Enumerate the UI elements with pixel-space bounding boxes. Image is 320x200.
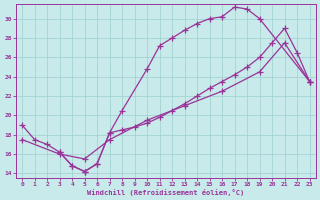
- X-axis label: Windchill (Refroidissement éolien,°C): Windchill (Refroidissement éolien,°C): [87, 189, 244, 196]
